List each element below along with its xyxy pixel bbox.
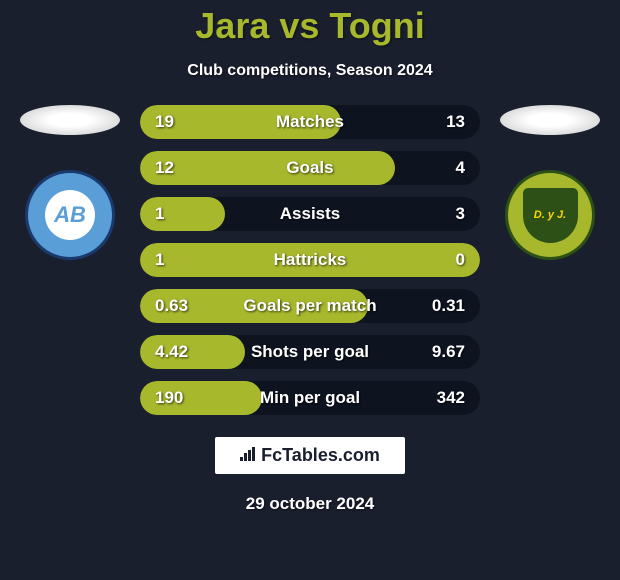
player-right-photo (500, 105, 600, 135)
stat-row: 0.63 Goals per match 0.31 (140, 289, 480, 323)
chart-icon (240, 445, 258, 466)
stat-left-value: 19 (140, 112, 200, 132)
footer: FcTables.com 29 october 2024 (0, 437, 620, 514)
stat-row: 190 Min per goal 342 (140, 381, 480, 415)
brand-badge: FcTables.com (215, 437, 405, 474)
stat-label: Min per goal (260, 388, 360, 408)
club-logo-right-text: D. y J. (523, 188, 578, 243)
stat-right-value: 4 (456, 158, 465, 178)
stat-label: Matches (276, 112, 344, 132)
club-logo-left-text: AB (45, 190, 95, 240)
stat-label: Goals per match (243, 296, 376, 316)
header: Jara vs Togni Club competitions, Season … (0, 0, 620, 80)
club-logo-right: D. y J. (505, 170, 595, 260)
page-subtitle: Club competitions, Season 2024 (0, 62, 620, 80)
stats-column: 19 Matches 13 12 Goals 4 1 Assists 3 1 Hattricks 0 0… (125, 105, 495, 427)
stat-label: Goals (286, 158, 333, 178)
stat-right-value: 9.67 (432, 342, 465, 362)
stat-right-value: 0 (456, 250, 465, 270)
stat-row: 4.42 Shots per goal 9.67 (140, 335, 480, 369)
stat-left-value: 0.63 (140, 296, 200, 316)
stat-label: Assists (280, 204, 340, 224)
stat-row: 12 Goals 4 (140, 151, 480, 185)
page-title: Jara vs Togni (0, 5, 620, 47)
stat-row: 1 Hattricks 0 (140, 243, 480, 277)
stat-row: 1 Assists 3 (140, 197, 480, 231)
stat-left-value: 1 (140, 204, 200, 224)
date-text: 29 october 2024 (0, 494, 620, 514)
club-logo-left: AB (25, 170, 115, 260)
comparison-content: AB 19 Matches 13 12 Goals 4 1 Assists 3 1 Hattrick… (0, 105, 620, 427)
brand-text: FcTables.com (261, 445, 380, 465)
stat-right-value: 13 (446, 112, 465, 132)
stat-label: Hattricks (274, 250, 347, 270)
stat-row: 19 Matches 13 (140, 105, 480, 139)
stat-left-value: 4.42 (140, 342, 200, 362)
player-right-column: D. y J. (495, 105, 605, 427)
stat-left-value: 12 (140, 158, 200, 178)
stat-right-value: 3 (456, 204, 465, 224)
stat-left-value: 190 (140, 388, 200, 408)
player-left-photo (20, 105, 120, 135)
stat-right-value: 342 (437, 388, 465, 408)
stat-left-value: 1 (140, 250, 200, 270)
stat-label: Shots per goal (251, 342, 369, 362)
player-left-column: AB (15, 105, 125, 427)
stat-right-value: 0.31 (432, 296, 465, 316)
